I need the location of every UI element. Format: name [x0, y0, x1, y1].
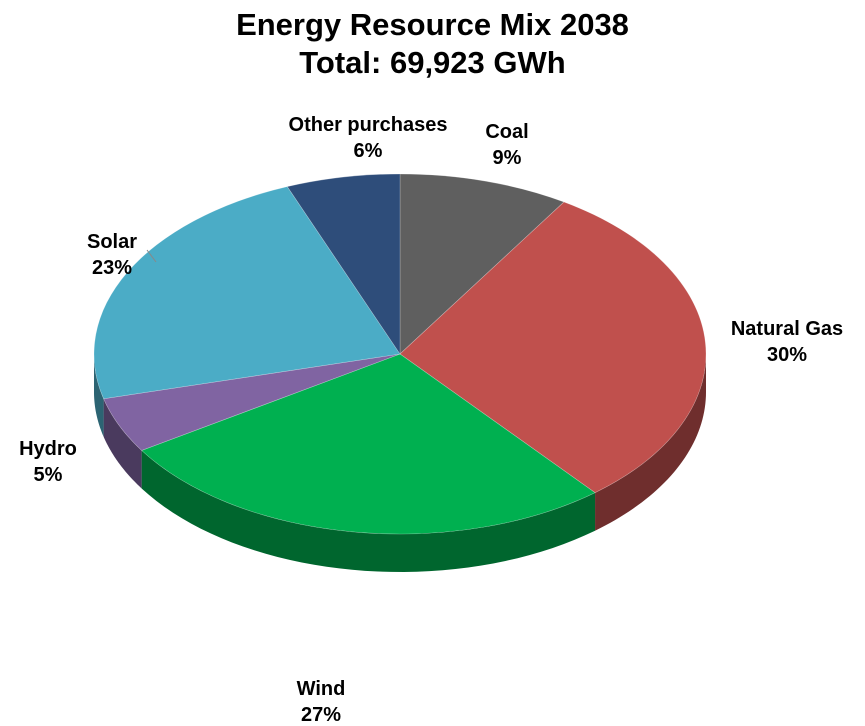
pie-slice-solar — [93, 186, 401, 400]
pie-side-wind — [141, 450, 596, 572]
label-hydro-value: 5% — [34, 464, 63, 486]
pie-slice-natural-gas — [399, 201, 707, 494]
label-hydro-name: Hydro — [19, 438, 77, 460]
pie-side-natural-gas — [595, 354, 706, 531]
pie-side-solar — [94, 354, 104, 437]
pie-side-hydro — [103, 398, 142, 489]
solar-leader-line — [146, 249, 157, 263]
label-solar-name: Solar — [87, 231, 137, 253]
chart-title: Energy Resource Mix 2038 — [236, 7, 629, 42]
label-natural-gas-name: Natural Gas — [731, 318, 843, 340]
label-wind-value: 27% — [301, 704, 341, 726]
label-other-purchases-value: 6% — [354, 140, 383, 162]
pie-side-group — [94, 354, 706, 572]
pie-top-group — [93, 173, 707, 535]
chart-subtitle: Total: 69,923 GWh — [299, 45, 566, 80]
label-coal-name: Coal — [485, 121, 528, 143]
pie-slice-wind — [141, 353, 596, 535]
label-solar-value: 23% — [92, 257, 132, 279]
pie-slice-hydro — [103, 353, 401, 451]
label-other-purchases-name: Other purchases — [289, 114, 448, 136]
pie-slice-coal — [399, 173, 565, 355]
label-natural-gas-value: 30% — [767, 344, 807, 366]
label-wind-name: Wind — [297, 678, 346, 700]
label-coal-value: 9% — [493, 147, 522, 169]
pie-slice-other-purchases — [286, 173, 401, 355]
